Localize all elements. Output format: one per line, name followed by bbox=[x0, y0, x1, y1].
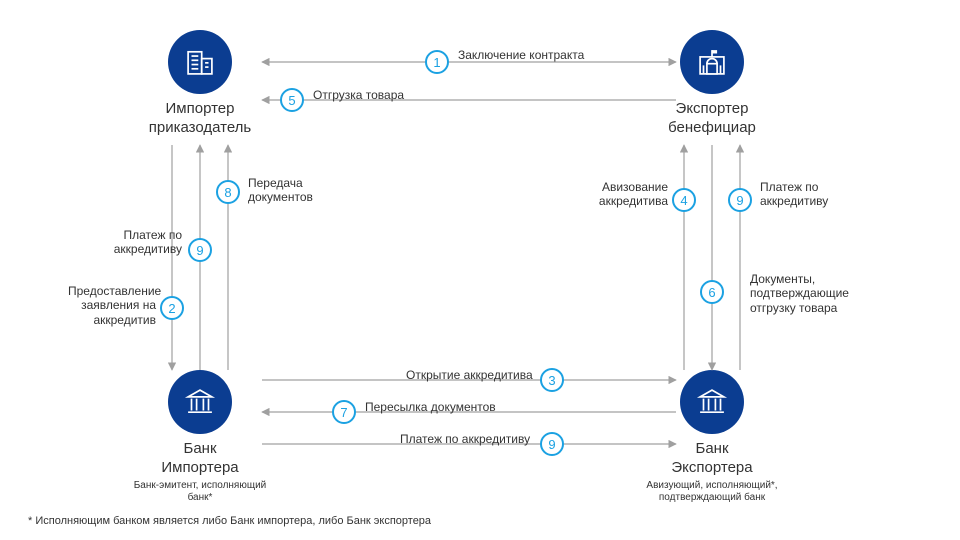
step-8-badge: 8 bbox=[216, 180, 240, 204]
step-5-label: Отгрузка товара bbox=[313, 88, 404, 102]
step-3-badge: 3 bbox=[540, 368, 564, 392]
step-9c-label: Платеж поаккредитиву bbox=[760, 180, 828, 209]
step-1-badge: 1 bbox=[425, 50, 449, 74]
step-9c-badge: 9 bbox=[728, 188, 752, 212]
step-4-label: Авизованиеаккредитива bbox=[594, 180, 668, 209]
step-5-badge: 5 bbox=[280, 88, 304, 112]
step-9b-badge: 9 bbox=[540, 432, 564, 456]
step-2-label: Предоставлениезаявления нааккредитив bbox=[68, 284, 156, 327]
step-3-label: Открытие аккредитива bbox=[406, 368, 533, 382]
step-9b-label: Платеж по аккредитиву bbox=[400, 432, 530, 446]
diagram-arrows bbox=[0, 0, 960, 540]
step-7-badge: 7 bbox=[332, 400, 356, 424]
step-1-label: Заключение контракта bbox=[458, 48, 584, 62]
step-7-label: Пересылка документов bbox=[365, 400, 496, 414]
step-4-badge: 4 bbox=[672, 188, 696, 212]
step-2-badge: 2 bbox=[160, 296, 184, 320]
step-8-label: Передачадокументов bbox=[248, 176, 313, 205]
step-9a-badge: 9 bbox=[188, 238, 212, 262]
step-9a-label: Платеж поаккредитиву bbox=[92, 228, 182, 257]
step-6-badge: 6 bbox=[700, 280, 724, 304]
step-6-label: Документы,подтверждающиеотгрузку товара bbox=[750, 272, 849, 315]
